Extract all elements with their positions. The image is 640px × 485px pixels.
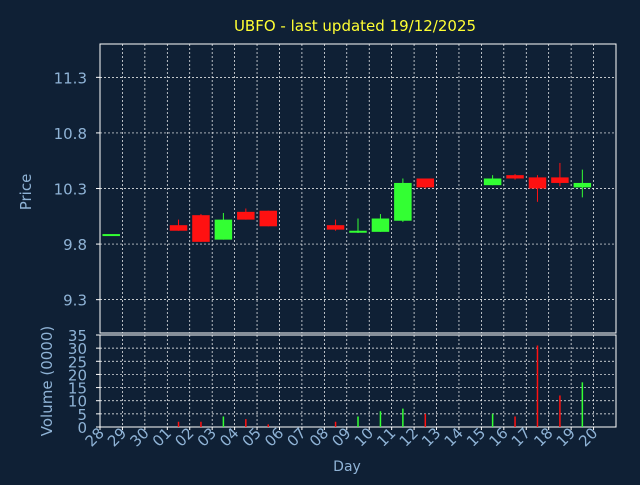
volume-bar <box>334 421 337 427</box>
candle-body <box>394 182 412 221</box>
volume-bar <box>514 416 516 427</box>
volume-bar <box>222 416 225 427</box>
volume-bar <box>491 413 494 427</box>
candle-body <box>214 219 233 240</box>
volume-bar <box>581 382 584 427</box>
volume-tick-label: 15 <box>68 380 87 398</box>
candle-body <box>237 211 255 220</box>
candle-body <box>192 215 210 242</box>
candle-body <box>528 177 547 189</box>
candle-body <box>551 177 569 183</box>
price-tick-label: 9.8 <box>63 236 87 254</box>
volume-plot-frame <box>99 334 617 428</box>
candle-body <box>416 178 435 188</box>
candle-body <box>169 225 188 231</box>
candle-body <box>506 175 524 179</box>
volume-bar <box>424 413 427 427</box>
candle-body <box>371 218 390 232</box>
x-tick-labels: 2829300102030405060708091011121314151617… <box>82 424 602 450</box>
price-tick-label: 9.3 <box>63 292 87 310</box>
volume-bar <box>177 421 180 427</box>
volume-tick-label: 25 <box>68 353 87 371</box>
volume-bar <box>536 345 539 427</box>
volume-bar <box>379 411 382 427</box>
x-tick-label: 20 <box>575 424 601 450</box>
candle-body <box>483 178 502 186</box>
price-axis-label: Price <box>17 174 35 211</box>
day-axis-label: Day <box>333 459 361 475</box>
price-panel: 11.3 10.8 10.3 9.8 9.3 <box>54 43 617 334</box>
volume-tick-label: 30 <box>68 340 87 358</box>
price-tick-label: 10.8 <box>54 125 87 143</box>
volume-tick-label: 0 <box>77 419 87 437</box>
volume-tick-label: 10 <box>68 393 87 411</box>
price-tick-label: 11.3 <box>54 69 87 87</box>
volume-bar <box>267 424 270 427</box>
volume-bar <box>245 419 247 427</box>
candle-body <box>326 225 345 230</box>
volume-tick-label: 20 <box>68 366 87 384</box>
volume-bar <box>200 421 202 427</box>
chart-title: UBFO - last updated 19/12/2025 <box>234 17 476 35</box>
volume-bar <box>402 408 404 427</box>
volume-tick-label: 35 <box>68 327 87 345</box>
price-tick-label: 10.3 <box>54 181 87 199</box>
candle-body <box>102 234 120 237</box>
candle-body <box>349 230 367 233</box>
volume-bar <box>559 395 561 427</box>
candle-body <box>573 182 592 188</box>
volume-tick-label: 5 <box>77 406 87 424</box>
candle-body <box>259 210 278 227</box>
volume-axis-label: Volume (0000) <box>38 326 56 436</box>
volume-bar <box>357 416 359 427</box>
